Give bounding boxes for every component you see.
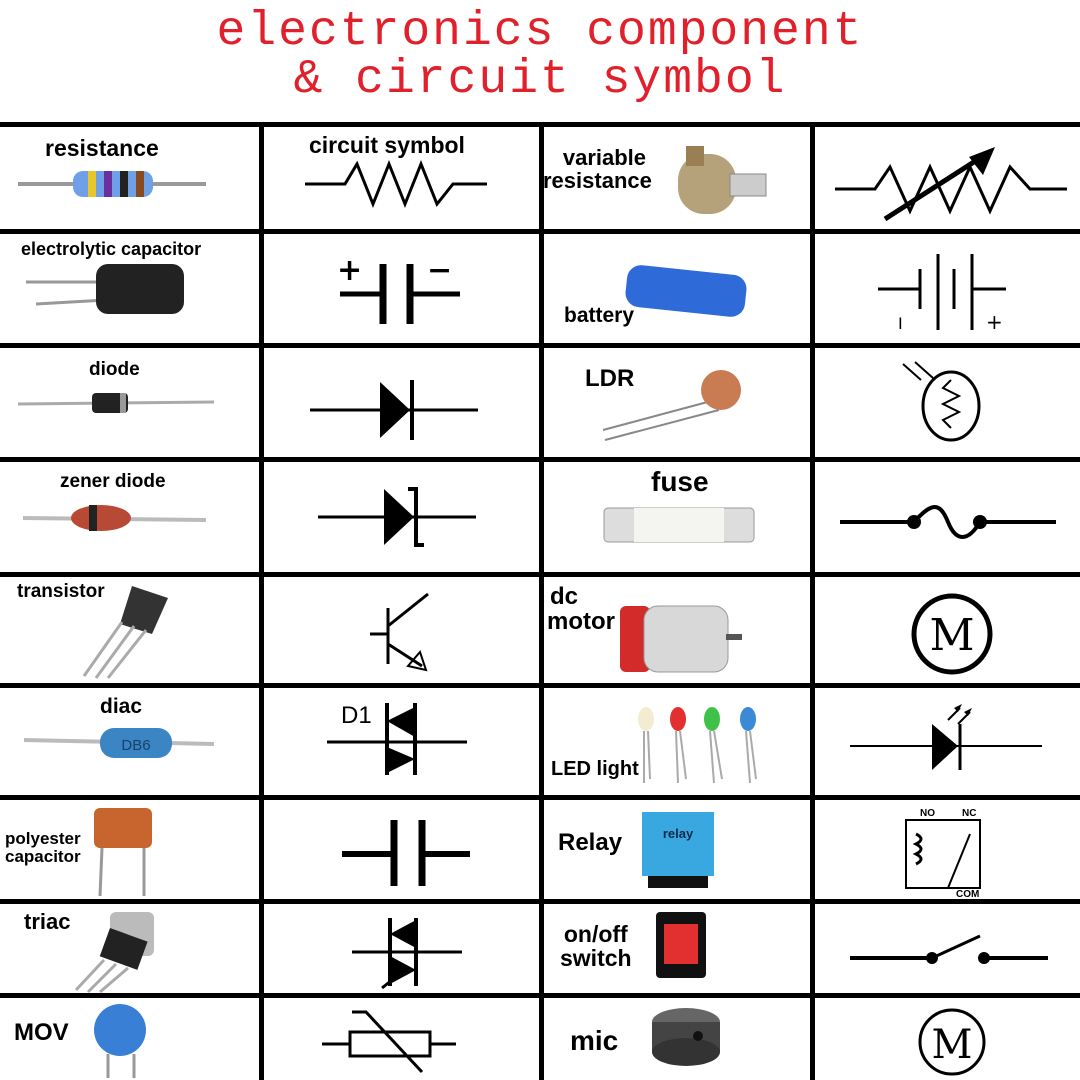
ldr-image — [602, 370, 741, 441]
relay-com: COM — [956, 889, 979, 900]
led-symbol — [850, 704, 1042, 770]
label-zener-diode: zener diode — [60, 471, 166, 492]
label-line: dc — [549, 583, 578, 610]
potentiometer-image — [678, 146, 767, 214]
label-led-light: LED light — [551, 758, 639, 780]
header-circuit-symbol: circuit symbol — [309, 132, 465, 158]
label-polyester-capacitor: polyester capacitor — [5, 830, 81, 866]
label-battery: battery — [564, 304, 635, 327]
resistor-symbol — [305, 159, 487, 209]
rocker-switch-image — [656, 912, 706, 978]
mic-image — [652, 1008, 720, 1066]
label-diode: diode — [89, 359, 140, 380]
label-mov: MOV — [14, 1019, 69, 1046]
triac-symbol — [352, 918, 462, 990]
label-variable-resistance: variable resistance — [543, 145, 652, 192]
battery-minus: I — [898, 314, 903, 333]
switch-symbol — [850, 934, 1048, 964]
relay-image: relay — [642, 812, 714, 888]
dc-motor-image — [620, 605, 742, 673]
relay-symbol: NO NC COM — [905, 808, 981, 900]
fuse-symbol — [840, 505, 1056, 539]
electrolytic-capacitor-symbol: + − — [337, 253, 460, 324]
label-ldr: LDR — [585, 365, 635, 392]
relay-nc: NC — [962, 808, 976, 819]
zener-diode-image — [22, 505, 207, 531]
battery-plus: + — [986, 310, 1003, 334]
capacitor-symbol — [342, 820, 470, 886]
label-relay: Relay — [558, 829, 623, 856]
varistor-symbol — [322, 1010, 456, 1074]
transistor-symbol — [370, 592, 429, 672]
label-dc-motor: dc motor — [547, 584, 615, 636]
mic-symbol: M — [918, 1008, 986, 1076]
label-line: on/off — [563, 921, 628, 947]
battery-image — [625, 265, 747, 317]
label-mic: mic — [570, 1025, 619, 1056]
resistor-image — [18, 171, 206, 197]
relay-marking: relay — [663, 826, 694, 841]
component-grid: resistance circuit symbol variable resis… — [0, 122, 1080, 1080]
label-line: motor — [547, 608, 615, 636]
label-line: variable — [562, 145, 647, 170]
label-line: capacitor — [5, 846, 81, 866]
battery-symbol: I + — [878, 254, 1006, 334]
electrolytic-capacitor-image — [26, 264, 184, 314]
title-line-2: & circuit symbol — [293, 53, 787, 107]
diac-symbol: D1 — [327, 702, 467, 775]
ldr-symbol — [902, 361, 981, 442]
label-line: resistance — [543, 168, 652, 194]
triac-image — [74, 912, 154, 994]
diac-reference: D1 — [341, 702, 372, 729]
label-line: switch — [560, 945, 632, 972]
label-diac: diac — [100, 695, 143, 718]
polyester-capacitor-image — [94, 808, 152, 897]
relay-no: NO — [920, 808, 935, 819]
minus-sign: − — [427, 253, 452, 288]
grid-line — [539, 122, 544, 1080]
diode-image — [17, 393, 215, 413]
grid-line — [259, 122, 264, 1080]
zener-diode-symbol — [318, 487, 476, 547]
fuse-image — [603, 507, 755, 543]
label-line: polyester — [5, 829, 81, 848]
transistor-image — [82, 586, 168, 679]
motor-letter: M — [929, 610, 974, 661]
title-line-1: electronics component — [216, 5, 864, 59]
page-title: electronics component & circuit symbol — [0, 8, 1080, 104]
diode-symbol — [310, 380, 478, 440]
grid-line — [810, 122, 815, 1080]
label-electrolytic-capacitor: electrolytic capacitor — [21, 239, 202, 259]
label-triac: triac — [24, 909, 71, 934]
label-fuse: fuse — [651, 466, 709, 497]
variable-resistor-symbol — [835, 147, 1067, 222]
label-on-off-switch: on/off switch — [560, 922, 632, 970]
diac-image: DB6 — [23, 728, 215, 758]
diac-marking: DB6 — [121, 737, 150, 754]
plus-sign: + — [337, 253, 362, 288]
label-resistance: resistance — [45, 135, 159, 161]
label-transistor: transistor — [17, 581, 105, 602]
motor-symbol: M — [911, 593, 993, 675]
mic-letter: M — [932, 1022, 973, 1068]
mov-image — [94, 1004, 146, 1078]
led-image — [638, 707, 757, 784]
